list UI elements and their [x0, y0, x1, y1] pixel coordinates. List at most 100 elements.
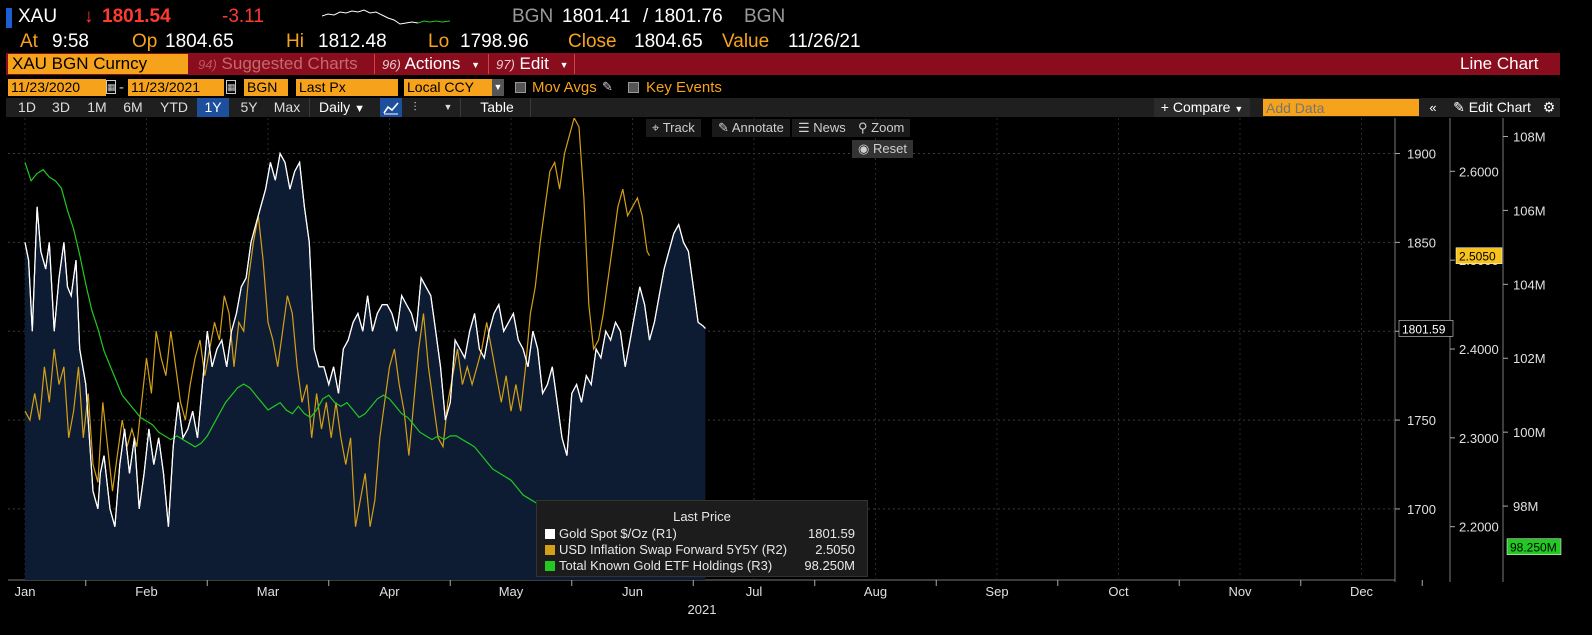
r3-tick-label: 100M: [1513, 425, 1546, 440]
plus-icon: +: [1160, 99, 1169, 115]
edit-chart-button[interactable]: ✎ Edit Chart: [1448, 98, 1536, 117]
chart-legend: Last Price Gold Spot $/Oz (R1) 1801.59 U…: [536, 500, 868, 577]
bid-ask-separator: /: [643, 6, 649, 27]
high-label: Hi: [286, 31, 304, 52]
legend-swatch: [545, 529, 555, 539]
track-button[interactable]: ⌖ Track: [646, 119, 701, 137]
key-events-checkbox[interactable]: [628, 82, 639, 93]
compare-button[interactable]: + Compare ▼: [1154, 98, 1250, 117]
r3-last-label: 98.250M: [1510, 541, 1557, 555]
r2-last-label: 2.5050: [1459, 250, 1496, 264]
x-tick-label: Jul: [746, 584, 763, 599]
r1-tick-label: 1750: [1407, 413, 1436, 428]
suggested-charts-label: Suggested Charts: [221, 54, 358, 73]
period-1y[interactable]: 1Y: [197, 98, 229, 117]
news-button[interactable]: ☰ News: [792, 119, 852, 137]
period-6m[interactable]: 6M: [123, 99, 143, 115]
legend-item-gold: Gold Spot $/Oz (R1) 1801.59: [543, 526, 863, 542]
quote-source: BGN: [512, 6, 554, 27]
start-date-field[interactable]: 11/23/2020: [8, 79, 106, 96]
r1-last-label: 1801.59: [1402, 322, 1446, 336]
annotate-button[interactable]: ✎ Annotate: [712, 119, 790, 137]
legend-item-swap: USD Inflation Swap Forward 5Y5Y (R2) 2.5…: [543, 542, 863, 558]
table-button[interactable]: Table: [480, 99, 514, 115]
r2-last-label-box: [1455, 247, 1503, 264]
chevron-down-icon: ▼: [354, 103, 365, 115]
currency-select[interactable]: Local CCY: [404, 79, 492, 96]
inflation-swap-series: [24, 118, 651, 527]
crosshair-icon: ⌖: [652, 120, 660, 135]
suggested-charts-menu[interactable]: 94) Suggested Charts: [192, 54, 364, 74]
period-max[interactable]: Max: [273, 99, 301, 115]
period-1m[interactable]: 1M: [87, 99, 107, 115]
low-label: Lo: [428, 31, 450, 52]
mov-avgs-checkbox[interactable]: [515, 82, 526, 93]
actions-label: Actions: [404, 54, 461, 73]
x-tick-label: Sep: [985, 584, 1008, 599]
x-tick-label: Oct: [1108, 584, 1129, 599]
reset-button[interactable]: ◉ Reset: [852, 140, 913, 158]
legend-swatch: [545, 545, 555, 555]
chart-type-label: Line Chart: [1460, 54, 1539, 73]
x-tick-label: Aug: [864, 584, 887, 599]
down-arrow-icon: ↓: [84, 6, 94, 27]
security-input[interactable]: XAU BGN Curncy: [8, 54, 188, 74]
close-value: 1804.65: [634, 31, 703, 52]
frequency-label: Daily: [319, 99, 351, 115]
line-chart-icon[interactable]: [380, 98, 402, 117]
r2-tick-label: 2.6000: [1459, 164, 1499, 179]
menu-divider: [374, 54, 375, 74]
suggested-charts-key: 94): [198, 57, 217, 72]
period-ytd[interactable]: YTD: [160, 99, 188, 115]
r3-tick-label: 104M: [1513, 277, 1546, 292]
reset-label: Reset: [872, 141, 907, 156]
gear-icon[interactable]: ⚙: [1542, 99, 1556, 115]
price-field-select[interactable]: Last Px: [296, 79, 398, 96]
mov-avgs-label[interactable]: Mov Avgs: [532, 79, 597, 96]
annotate-icon: ✎: [718, 120, 729, 135]
r3-tick-label: 98M: [1513, 499, 1538, 514]
last-price: 1801.54: [102, 6, 171, 27]
menu-bar: [6, 53, 1560, 75]
line-chart[interactable]: 17001750180018501900JanFebMarAprMayJunJu…: [0, 118, 1592, 635]
edit-menu[interactable]: 97) Edit ▼: [490, 54, 574, 74]
annotate-label: Annotate: [731, 120, 784, 135]
r2-tick-label: 2.2000: [1459, 520, 1499, 535]
add-data-input[interactable]: [1263, 99, 1419, 116]
period-5y[interactable]: 5Y: [240, 99, 258, 115]
period-3d[interactable]: 3D: [52, 99, 70, 115]
x-tick-label: Apr: [379, 584, 400, 599]
ticker-label: XAU: [18, 6, 58, 27]
period-1d[interactable]: 1D: [18, 99, 36, 115]
x-tick-label: Jun: [622, 584, 643, 599]
end-date-field[interactable]: 11/23/2021: [128, 79, 224, 96]
zoom-button[interactable]: ⚲ Zoom: [852, 119, 911, 137]
pricing-source-field[interactable]: BGN: [244, 79, 288, 96]
actions-menu[interactable]: 96) Actions ▼: [376, 54, 486, 74]
legend-series-name: USD Inflation Swap Forward 5Y5Y (R2): [559, 542, 788, 557]
collapse-icon[interactable]: «: [1429, 100, 1437, 115]
x-tick-label: Nov: [1228, 584, 1252, 599]
menu-divider: [488, 54, 489, 74]
edit-key: 97): [496, 57, 515, 72]
compare-label: Compare: [1172, 99, 1231, 115]
open-label: Op: [132, 31, 158, 52]
r1-tick-label: 1900: [1407, 147, 1436, 162]
r3-last-label-box: [1506, 538, 1562, 555]
at-time: 9:58: [52, 31, 89, 52]
calendar-icon[interactable]: ▦: [226, 80, 236, 94]
pencil-icon[interactable]: ✎: [602, 79, 613, 94]
key-events-label[interactable]: Key Events: [646, 79, 722, 96]
x-tick-label: Mar: [257, 584, 280, 599]
bar-chart-icon[interactable]: ⫶: [413, 100, 417, 114]
news-icon: ☰: [798, 120, 810, 135]
zoom-label: Zoom: [871, 120, 905, 135]
x-year-label: 2021: [688, 602, 717, 617]
r2-tick-label: 2.3000: [1459, 431, 1499, 446]
legend-swatch: [545, 561, 555, 571]
chart-style-dropdown-icon[interactable]: ▼: [443, 102, 453, 112]
calendar-icon[interactable]: ▦: [106, 80, 116, 94]
currency-dropdown-icon[interactable]: ▼: [492, 79, 504, 96]
x-tick-label: May: [499, 584, 524, 599]
frequency-select[interactable]: Daily ▼: [312, 98, 372, 117]
